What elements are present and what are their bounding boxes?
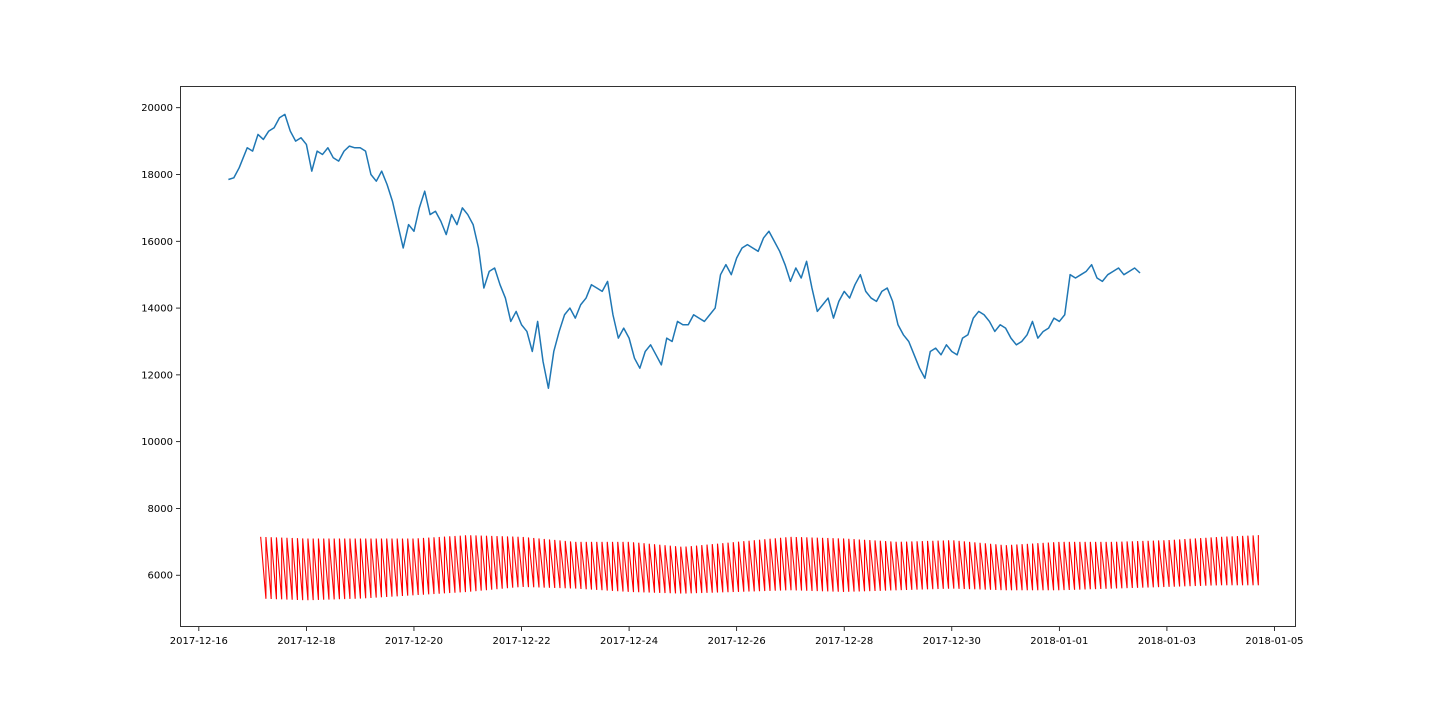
y-tick-label: 10000 <box>141 437 173 448</box>
series-oscillation-line <box>260 535 1259 601</box>
y-tick-label: 14000 <box>141 304 173 315</box>
x-tick-label: 2018-01-03 <box>1138 636 1196 647</box>
x-axis: 2017-12-16 2017-12-18 2017-12-20 2017-12-22… <box>170 627 1304 647</box>
x-tick-label: 2017-12-26 <box>708 636 766 647</box>
series-price-line <box>228 113 1141 389</box>
x-tick-label: 2017-12-22 <box>492 636 550 647</box>
x-tick-label: 2018-01-05 <box>1245 636 1303 647</box>
y-tick-label: 8000 <box>148 504 173 515</box>
plot-frame <box>180 86 1296 627</box>
x-tick-label: 2018-01-01 <box>1030 636 1088 647</box>
plot-area <box>180 86 1296 627</box>
y-tick-label: 16000 <box>141 237 173 248</box>
x-tick-label: 2017-12-16 <box>170 636 228 647</box>
series-layer <box>228 113 1259 601</box>
x-tick-label: 2017-12-20 <box>385 636 443 647</box>
x-tick-label: 2017-12-18 <box>277 636 335 647</box>
y-axis: 6000 8000 10000 12000 14000 16000 18000 20000 <box>141 103 180 582</box>
y-tick-label: 6000 <box>148 571 173 582</box>
x-tick-label: 2017-12-28 <box>815 636 873 647</box>
x-tick-label: 2017-12-24 <box>600 636 658 647</box>
y-tick-label: 18000 <box>141 170 173 181</box>
y-tick-label: 20000 <box>141 103 173 114</box>
y-tick-label: 12000 <box>141 370 173 381</box>
x-tick-label: 2017-12-30 <box>923 636 981 647</box>
